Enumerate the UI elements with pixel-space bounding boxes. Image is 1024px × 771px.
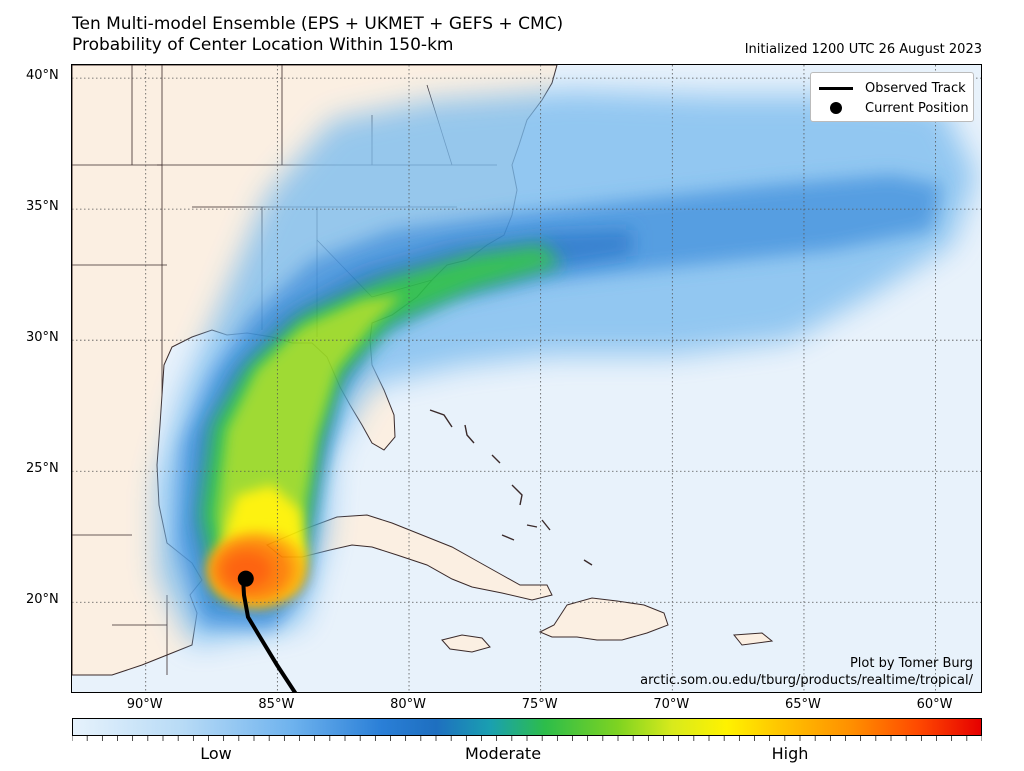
- land-jamaica: [441, 634, 491, 653]
- probability-field: [157, 90, 977, 645]
- land-bahamas: [429, 409, 593, 566]
- current-position-marker: [237, 570, 254, 587]
- latitude-label: 35°N: [26, 199, 59, 215]
- position-dot-swatch: [830, 102, 842, 114]
- probability-colorbar: [72, 718, 982, 736]
- legend-current-position: Current Position: [819, 99, 969, 117]
- colorbar-label-moderate: Moderate: [464, 744, 542, 763]
- latitude-label: 25°N: [26, 461, 59, 477]
- longitude-label: 70°W: [653, 697, 690, 712]
- longitude-label: 75°W: [521, 697, 558, 712]
- gridlines: [72, 65, 981, 692]
- chart-subtitle: Probability of Center Location Within 15…: [72, 35, 454, 55]
- track-line-swatch: [819, 86, 853, 90]
- probability-map: [71, 64, 982, 693]
- land-cuba: [266, 514, 553, 601]
- longitude-label: 60°W: [916, 697, 953, 712]
- chart-title: Ten Multi-model Ensemble (EPS + UKMET + …: [72, 14, 564, 34]
- map-legend: Observed Track Current Position: [810, 72, 974, 122]
- longitude-label: 90°W: [126, 697, 163, 712]
- initialized-time: Initialized 1200 UTC 26 August 2023: [744, 42, 982, 57]
- latitude-label: 30°N: [26, 330, 59, 346]
- colorbar-label-high: High: [771, 744, 809, 763]
- latitude-label: 40°N: [26, 68, 59, 84]
- land-hispaniola: [538, 597, 669, 641]
- map-canvas: [72, 65, 981, 692]
- longitude-label: 85°W: [258, 697, 295, 712]
- observed-track: [241, 575, 298, 692]
- legend-label-observed-track: Observed Track: [865, 80, 966, 96]
- colorbar-ticks: [72, 736, 982, 741]
- legend-observed-track: Observed Track: [819, 79, 966, 97]
- credit-url: arctic.som.ou.edu/tburg/products/realtim…: [640, 673, 973, 688]
- latitude-label: 20°N: [26, 592, 59, 608]
- credit-author: Plot by Tomer Burg: [849, 656, 973, 671]
- longitude-label: 80°W: [390, 697, 426, 712]
- longitude-label: 65°W: [785, 697, 821, 712]
- land-puerto-rico: [733, 632, 774, 646]
- legend-label-current-position: Current Position: [865, 100, 969, 116]
- colorbar-label-low: Low: [200, 744, 232, 763]
